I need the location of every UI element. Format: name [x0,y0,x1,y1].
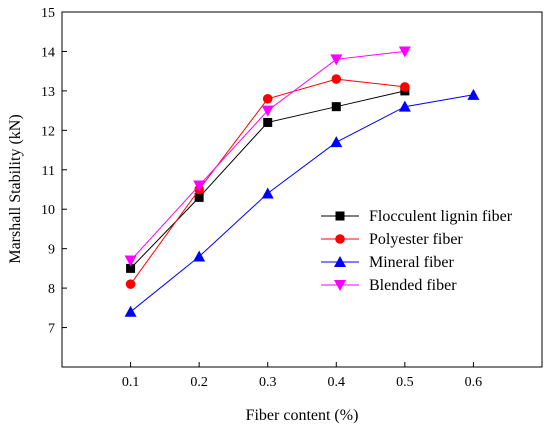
x-tick-label: 0.5 [396,375,414,390]
series-2 [124,88,480,317]
series-layer [124,46,480,317]
y-tick-label: 15 [41,6,55,21]
data-point [261,105,274,117]
series-3 [124,46,411,267]
y-axis-title: Marshall Stability (kN) [7,114,24,263]
data-point [124,305,137,317]
data-point [398,46,411,58]
x-tick-label: 0.4 [328,375,346,390]
data-point [261,187,274,199]
x-tick-label: 0.6 [465,375,483,390]
y-tick-label: 10 [41,203,55,218]
y-tick-label: 8 [48,282,55,297]
y-tick-label: 7 [48,322,55,337]
data-point [331,74,342,84]
legend-marker [335,234,345,244]
y-tick-label: 13 [41,85,55,100]
series-line [130,94,474,313]
data-point [126,263,136,273]
data-point [331,102,341,112]
legend: Flocculent lignin fiber Polyester fiber Mi… [321,208,513,294]
data-point [193,180,206,192]
data-point [124,255,137,267]
data-point [400,82,410,92]
x-tick-label: 0.1 [122,375,140,390]
data-point [193,250,206,262]
data-point [467,88,480,100]
data-point [194,192,204,202]
data-point [262,93,273,104]
axis-ticks: 0.1 0.2 0.3 0.4 0.5 0.6 7 8 9 10 11 12 13 14 15 [41,6,482,390]
series-line [130,50,405,261]
data-point [330,136,343,148]
y-tick-label: 9 [48,243,55,258]
x-axis-title: Fiber content (%) [246,407,359,424]
legend-marker [334,256,346,267]
y-tick-label: 14 [41,45,55,60]
y-tick-label: 12 [41,124,55,139]
legend-marker [334,280,346,291]
data-point [330,54,343,66]
data-point [125,279,136,289]
series-line [130,90,406,269]
legend-label: Polyester fiber [369,231,463,248]
x-tick-label: 0.3 [259,375,277,390]
legend-label: Blended fiber [369,277,457,294]
legend-label: Mineral fiber [369,254,455,271]
data-point [398,100,411,112]
x-tick-label: 0.2 [190,375,208,390]
legend-label: Flocculent lignin fiber [369,208,513,225]
plot-frame [61,11,543,368]
legend-marker [335,211,345,221]
y-tick-label: 11 [42,164,55,179]
data-point [263,117,273,127]
